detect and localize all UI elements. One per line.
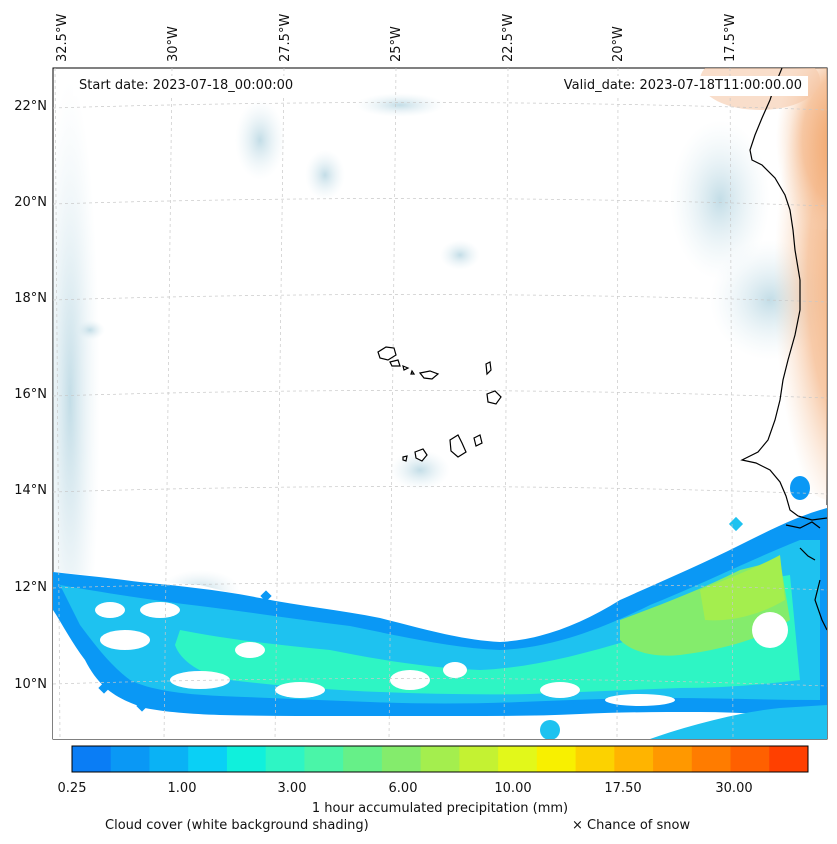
lon-label: 22.5°W [501,14,516,62]
colorbar-segment [265,746,305,772]
colorbar-segment [420,746,460,772]
lat-label: 16°N [14,387,47,402]
snow-note: × Chance of snow [572,818,691,833]
lon-label: 32.5°W [55,14,70,62]
colorbar-tick-label: 17.50 [604,781,642,796]
colorbar [71,745,809,773]
colorbar-segment [304,746,344,772]
latitude-labels: 22°N 20°N 18°N 16°N 14°N 12°N 10°N [14,99,47,692]
colorbar-tick-label: 1.00 [167,781,197,796]
colorbar-segment [149,746,189,772]
grid-lines [53,68,827,739]
colorbar-segment [188,746,228,772]
colorbar-segment [459,746,499,772]
lon-label: 27.5°W [278,14,293,62]
colorbar-segment [110,746,150,772]
lat-label: 22°N [14,99,47,114]
colorbar-title: 1 hour accumulated precipitation (mm) [311,801,569,816]
lon-label: 17.5°W [723,14,738,62]
lon-label: 30°W [166,26,181,62]
cloud-cover-note: Cloud cover (white background shading) [105,818,369,833]
precipitation-band [53,476,827,739]
colorbar-segment [498,746,538,772]
longitude-labels: 32.5°W 30°W 27.5°W 25°W 22.5°W 20°W 17.5… [55,14,738,62]
colorbar-tick-label: 10.00 [494,781,532,796]
lat-label: 14°N [14,483,47,498]
colorbar-tick-label: 6.00 [388,781,418,796]
colorbar-tick-label: 0.25 [57,781,87,796]
cape-verde-islands [377,346,502,462]
lat-label: 12°N [14,580,47,595]
lat-label: 18°N [14,291,47,306]
colorbar-segment [226,746,267,772]
colorbar-segment [614,746,654,772]
colorbar-segment [691,746,732,772]
colorbar-segment [381,746,422,772]
lat-label: 20°N [14,195,47,210]
coastline [740,68,827,631]
start-date-label: Start date: 2023-07-18_00:00:00 [73,76,300,96]
colorbar-segment [769,746,809,772]
colorbar-segment [653,746,693,772]
colorbar-segment [343,746,383,772]
colorbar-tick-label: 30.00 [715,781,753,796]
colorbar-segment [730,746,770,772]
colorbar-segment [575,746,615,772]
lon-label: 20°W [611,26,626,62]
colorbar-segment [536,746,577,772]
colorbar-segment [72,746,112,772]
valid-date-label: Valid_date: 2023-07-18T11:00:00.00 [557,76,808,96]
lat-label: 10°N [14,677,47,692]
colorbar-tick-label: 3.00 [277,781,307,796]
lon-label: 25°W [389,26,404,62]
map-area [52,67,828,740]
colorbar-frame [71,745,809,773]
